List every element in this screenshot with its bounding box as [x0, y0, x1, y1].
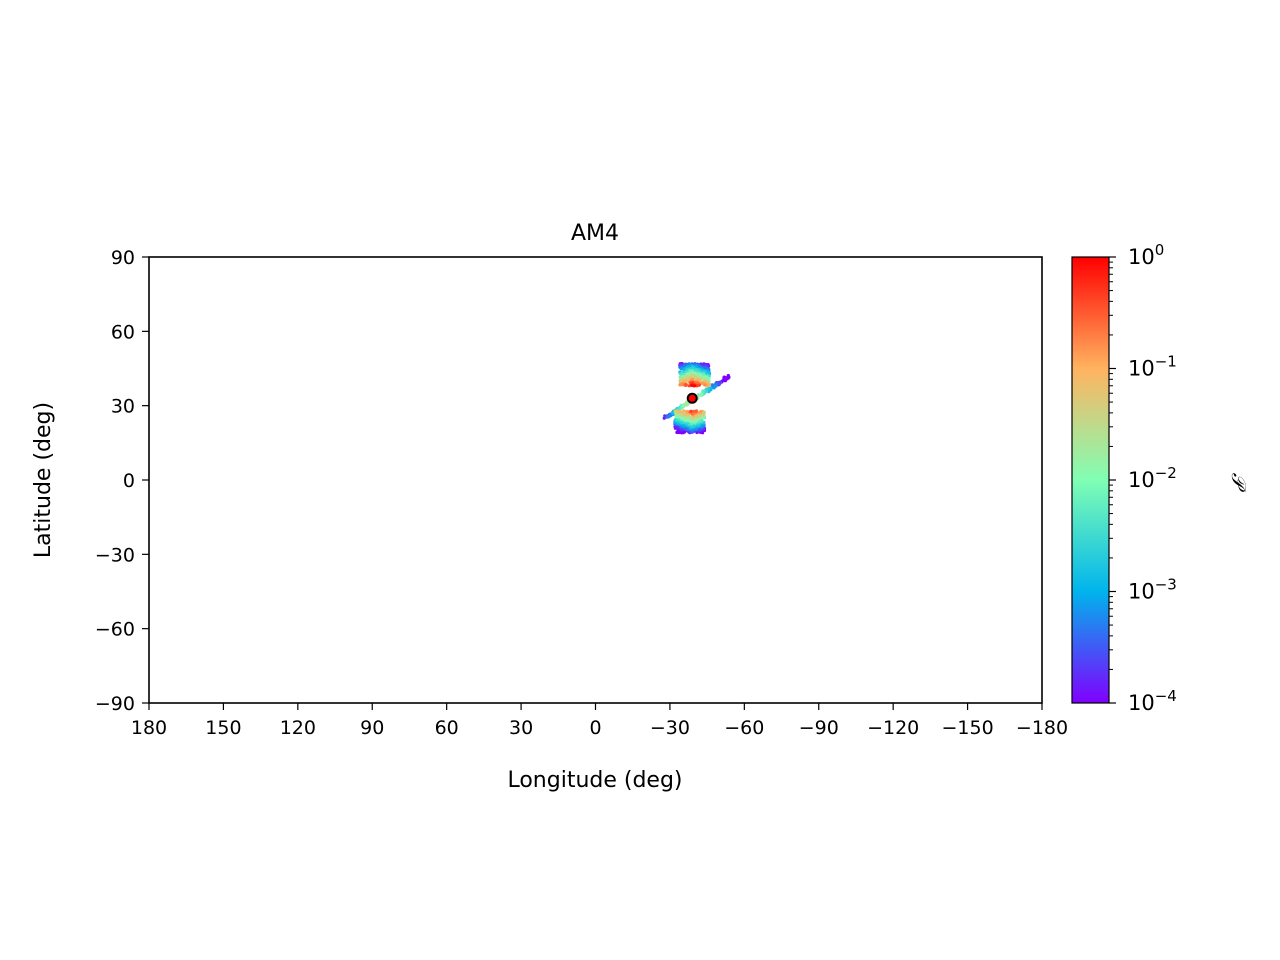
scatter-point	[717, 383, 721, 387]
x-tick-label: 120	[280, 717, 316, 739]
scatter-point	[684, 376, 688, 380]
x-tick-label: −30	[650, 717, 690, 739]
scatter-point	[678, 410, 682, 414]
scatter-point	[689, 409, 693, 413]
x-tick-label: −90	[799, 717, 839, 739]
scatter-point	[694, 369, 698, 373]
scatter-point	[691, 417, 695, 421]
scatter-point	[685, 379, 689, 383]
scatter-point	[684, 403, 688, 407]
plot-frame	[148, 256, 1043, 704]
scatter-point	[698, 414, 702, 418]
colorbar-ticks: 100 10−1 10−2 10−3 10−4	[1109, 241, 1177, 715]
colorbar-tick-label: 100	[1128, 241, 1164, 269]
y-tick-label: 30	[111, 396, 135, 418]
scatter-point	[679, 371, 683, 376]
scatter-points	[662, 362, 731, 435]
scatter-point	[712, 386, 716, 390]
colorbar-tick-label: 10−2	[1128, 464, 1177, 492]
scatter-point	[699, 393, 703, 397]
scatter-point	[697, 383, 702, 387]
scatter-point	[701, 411, 706, 415]
scatter-point	[706, 383, 711, 387]
y-tick-label: 0	[123, 470, 135, 492]
scatter-point	[689, 422, 694, 426]
x-tick-label: 150	[205, 717, 241, 739]
x-tick-label: 90	[360, 717, 384, 739]
scatter-point	[694, 409, 698, 413]
scatter-point	[682, 409, 686, 413]
scatter-point	[703, 383, 707, 387]
y-tick-label: −60	[95, 619, 135, 641]
y-axis-ticks: 90 60 30 0 −30 −60 −90	[95, 247, 149, 715]
x-tick-label: 180	[131, 717, 167, 739]
x-tick-label: −60	[724, 717, 764, 739]
colorbar-tick-label: 10−1	[1128, 353, 1177, 381]
x-axis-label: Longitude (deg)	[507, 768, 682, 793]
scatter-point	[674, 425, 678, 429]
y-axis-label: Latitude (deg)	[31, 402, 56, 558]
chart-title: AM4	[571, 221, 619, 246]
y-tick-label: −30	[95, 544, 135, 566]
scatter-point	[699, 409, 703, 414]
scatter-point	[698, 427, 702, 432]
scatter-point	[700, 381, 704, 385]
colorbar-label: 𝒫	[1227, 473, 1251, 493]
scatter-point	[684, 383, 688, 387]
scatter-point	[695, 384, 699, 388]
x-tick-label: 0	[589, 717, 601, 739]
scatter-point	[667, 415, 671, 419]
colorbar-tick-label: 10−4	[1128, 687, 1177, 715]
colorbar-tick-label: 10−3	[1128, 576, 1177, 604]
y-tick-label: 90	[111, 247, 135, 269]
scatter-point	[692, 384, 697, 388]
x-tick-label: −150	[941, 717, 993, 739]
scatter-point	[681, 370, 685, 374]
scatter-point	[690, 383, 694, 387]
colorbar	[1071, 256, 1110, 704]
x-tick-label: −180	[1016, 717, 1068, 739]
x-tick-label: −120	[867, 717, 919, 739]
scatter-point	[673, 409, 677, 413]
y-tick-label: −90	[95, 693, 135, 715]
x-axis-ticks: 180 150 120 90 60 30 0 −30 −60 −90 −120 −150 −180	[131, 703, 1068, 739]
x-tick-label: 60	[435, 717, 459, 739]
y-tick-label: 60	[111, 321, 135, 343]
scatter-point	[671, 411, 675, 415]
x-tick-label: 30	[509, 717, 533, 739]
scatter-point	[724, 377, 728, 381]
scatter-point	[707, 387, 711, 391]
location-marker	[686, 392, 698, 404]
